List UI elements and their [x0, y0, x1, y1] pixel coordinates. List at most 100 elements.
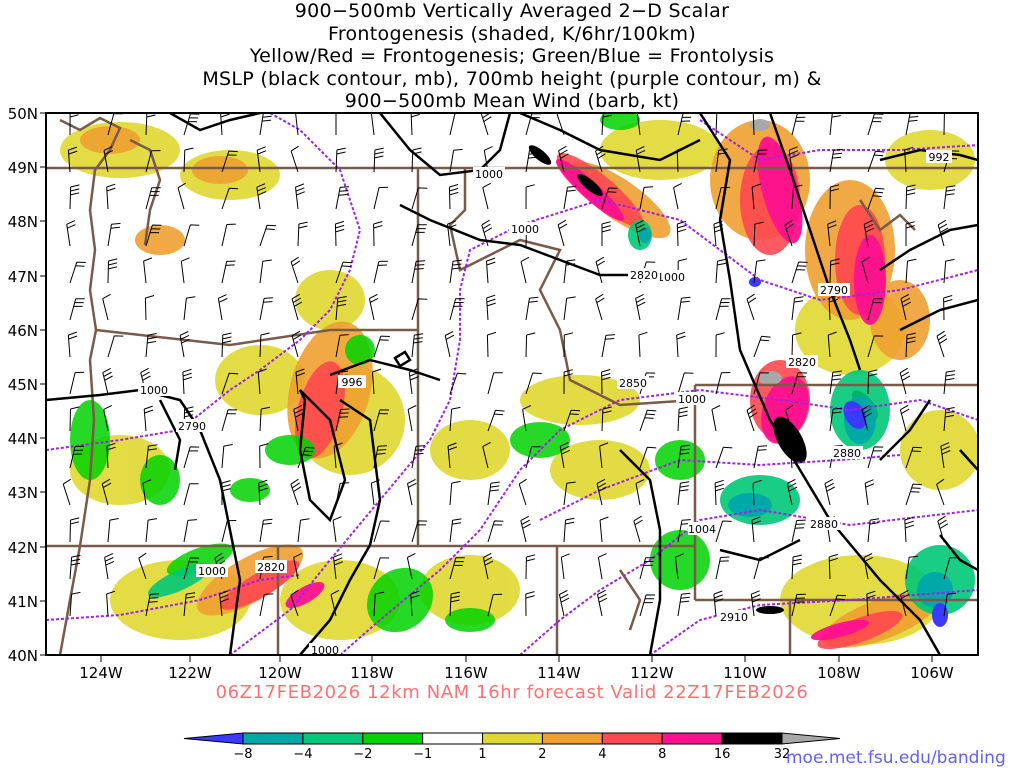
svg-text:1000: 1000	[511, 223, 539, 236]
wind-barb	[291, 330, 302, 358]
wind-barb	[563, 517, 575, 543]
wind-barb	[256, 146, 267, 173]
lon-tick: 106W	[910, 655, 954, 682]
wind-barb	[411, 520, 428, 543]
wind-barb	[753, 557, 769, 580]
svg-text:43N: 43N	[8, 484, 38, 502]
lat-tick: 40N	[8, 647, 46, 665]
wind-barb	[753, 259, 766, 284]
wind-barb	[106, 183, 116, 210]
wind-barb	[899, 367, 911, 395]
wind-barb	[107, 258, 118, 284]
wind-barb	[411, 147, 422, 173]
wind-barb	[373, 147, 384, 173]
wind-barb	[558, 589, 570, 617]
wind-barb	[221, 332, 232, 358]
wind-barb	[867, 113, 884, 136]
height-contours	[46, 113, 978, 655]
wind-barb	[411, 260, 426, 284]
wind-barb	[408, 368, 419, 395]
wind-barb	[563, 481, 576, 506]
wind-barb	[297, 221, 308, 247]
wind-barb	[639, 557, 655, 580]
svg-text:110W: 110W	[723, 664, 767, 682]
wind-barbs	[62, 113, 960, 617]
wind-barb	[107, 222, 121, 247]
wind-barb	[599, 442, 609, 469]
wind-barb	[295, 368, 305, 395]
svg-text:2880: 2880	[810, 518, 838, 531]
lon-tick: 112W	[630, 655, 674, 682]
wind-barb	[480, 113, 492, 136]
wind-barb	[183, 113, 200, 136]
wind-barb	[69, 298, 85, 321]
mslp-label: 1000	[196, 564, 228, 578]
wind-barb	[482, 552, 494, 580]
wind-barb	[145, 224, 162, 247]
wind-barb	[829, 407, 843, 432]
wind-barb	[295, 183, 305, 210]
wind-barb	[258, 479, 268, 506]
wind-barb	[601, 334, 615, 358]
wind-barb	[824, 478, 835, 506]
lat-tick: 42N	[8, 539, 46, 557]
wind-barb	[333, 442, 343, 469]
wind-barb	[943, 370, 956, 395]
wind-barb	[522, 405, 532, 432]
wind-barb	[867, 187, 885, 210]
svg-text:1004: 1004	[688, 523, 716, 536]
wind-barb	[518, 478, 527, 506]
wind-barb	[791, 554, 803, 580]
wind-barb	[861, 256, 870, 284]
wind-barb	[714, 479, 725, 506]
wind-barb	[411, 333, 424, 358]
svg-text:1000: 1000	[198, 565, 226, 578]
wind-barb	[410, 590, 420, 617]
title-line-5: 900−500mb Mean Wind (barb, kt)	[344, 90, 680, 112]
wind-barb	[67, 146, 78, 173]
wind-barb	[711, 405, 721, 432]
wind-barb	[676, 146, 686, 173]
wind-barb	[411, 445, 425, 469]
wind-barb	[525, 591, 535, 617]
wind-barb	[676, 331, 686, 358]
wind-barb	[639, 446, 657, 469]
wind-barb	[750, 590, 761, 617]
wind-barb	[791, 372, 808, 395]
credit-link[interactable]: moe.met.fsu.edu/banding	[786, 748, 1006, 768]
wind-barb	[867, 369, 878, 395]
lon-tick: 118W	[350, 655, 394, 682]
wind-barb	[295, 113, 299, 136]
wind-barb	[525, 332, 536, 358]
wind-barb	[219, 590, 229, 617]
wind-barb	[904, 516, 914, 543]
wind-barb	[677, 296, 691, 321]
svg-text:2820: 2820	[630, 269, 658, 282]
wind-barb	[444, 330, 455, 358]
wind-barb	[639, 594, 656, 617]
wind-barb	[639, 186, 654, 210]
colorbar-tick-label: 16	[714, 747, 731, 762]
wind-barb	[447, 442, 457, 469]
wind-barb	[290, 478, 302, 506]
wind-barb	[791, 184, 803, 210]
wind-barb	[905, 221, 915, 246]
wind-barb	[257, 368, 267, 395]
wind-barb	[936, 330, 948, 358]
lon-tick: 120W	[258, 655, 302, 682]
colorbar-swatch	[422, 732, 484, 745]
lon-tick: 124W	[79, 655, 123, 682]
wind-barb	[259, 224, 277, 247]
wind-barb	[829, 184, 840, 210]
wind-barb	[559, 442, 571, 469]
wind-barb	[788, 146, 799, 173]
wind-barb	[373, 591, 385, 617]
wind-barb	[335, 147, 346, 173]
wind-barb	[601, 221, 611, 246]
colorbar-tick-label: 32	[774, 747, 791, 762]
svg-text:1000: 1000	[311, 644, 339, 657]
wind-barb	[335, 482, 350, 506]
wind-barb	[753, 335, 771, 358]
svg-text:106W: 106W	[910, 664, 954, 682]
